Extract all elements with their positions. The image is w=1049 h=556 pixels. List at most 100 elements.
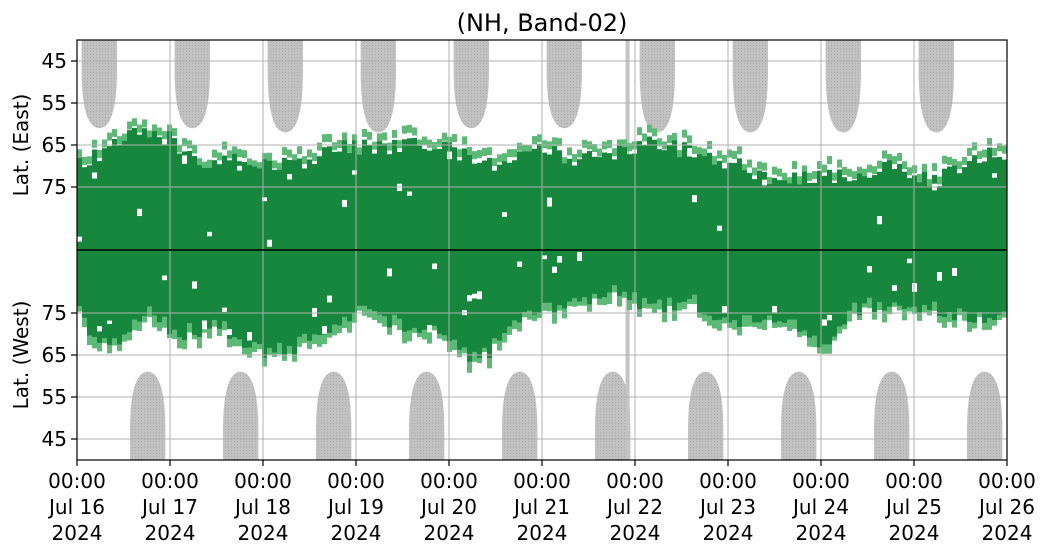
detection-column — [832, 182, 837, 337]
detection-gap — [877, 216, 882, 225]
detection-fringe — [997, 312, 1002, 321]
detection-column — [502, 161, 507, 333]
detection-fringe — [342, 314, 347, 328]
detection-fringe — [497, 338, 502, 351]
detection-fringe — [312, 332, 317, 345]
detection-fringe — [377, 312, 382, 324]
detection-fringe — [362, 128, 367, 137]
x-tick-label: Jul 21 — [512, 495, 570, 519]
detection-column — [367, 145, 372, 310]
detection-column — [102, 148, 107, 339]
x-tick-label: Jul 19 — [326, 495, 384, 519]
detection-fringe — [747, 313, 752, 327]
detection-column — [342, 140, 347, 317]
detection-fringe — [1002, 309, 1007, 318]
detection-fringe — [707, 313, 712, 326]
detection-gap — [247, 332, 252, 341]
detection-fringe — [757, 161, 762, 170]
detection-fringe — [417, 139, 422, 148]
detection-fringe — [337, 140, 342, 149]
detection-column — [677, 157, 682, 303]
detection-fringe — [747, 159, 752, 168]
detection-fringe — [517, 320, 522, 332]
detection-fringe — [712, 318, 717, 329]
detection-column — [762, 172, 767, 320]
detection-fringe — [362, 303, 367, 316]
detection-fringe — [702, 312, 707, 322]
detection-column — [232, 153, 237, 337]
detection-column — [917, 182, 922, 313]
detection-fringe — [477, 355, 482, 364]
detection-gap — [547, 197, 552, 207]
detection-column — [852, 180, 857, 303]
detection-fringe — [997, 143, 1002, 152]
detection-fringe — [327, 330, 332, 338]
detection-column — [797, 184, 802, 332]
detection-fringe — [592, 291, 597, 299]
detection-column — [217, 164, 222, 329]
detection-gap — [822, 319, 827, 326]
detection-fringe — [542, 300, 547, 311]
detection-column — [397, 151, 402, 319]
detection-fringe — [932, 163, 937, 172]
detection-fringe — [457, 149, 462, 158]
detection-column — [982, 161, 987, 323]
detection-fringe — [937, 313, 942, 323]
detection-fringe — [872, 309, 877, 320]
x-tick-label: 00:00 — [513, 469, 571, 493]
detection-fringe — [867, 164, 872, 173]
detection-column — [542, 152, 547, 303]
detection-fringe — [977, 310, 982, 317]
coverage-region-east — [546, 40, 582, 129]
detection-fringe — [442, 132, 447, 141]
detection-fringe — [282, 353, 287, 361]
detection-fringe — [992, 317, 997, 326]
detection-fringe — [102, 139, 107, 148]
y-tick-label-west: 65 — [42, 343, 67, 367]
detection-fringe — [277, 162, 282, 171]
detection-fringe — [642, 133, 647, 142]
detection-fringe — [587, 302, 592, 312]
detection-fringe — [882, 308, 887, 323]
detection-column — [492, 170, 497, 339]
detection-column — [347, 152, 352, 322]
detection-column — [987, 147, 992, 318]
detection-column — [162, 144, 167, 317]
detection-fringe — [442, 333, 447, 341]
coverage-region-east — [453, 40, 489, 129]
detection-fringe — [247, 345, 252, 358]
detection-gap — [892, 285, 897, 291]
detection-fringe — [667, 135, 672, 144]
detection-fringe — [232, 334, 237, 347]
detection-fringe — [347, 143, 352, 152]
detection-fringe — [967, 147, 972, 156]
detection-fringe — [322, 332, 327, 345]
detection-column — [357, 154, 362, 306]
detection-fringe — [892, 300, 897, 307]
detection-gap — [762, 179, 767, 186]
detection-gap — [342, 199, 347, 208]
detection-fringe — [722, 315, 727, 324]
detection-fringe — [662, 310, 667, 323]
detection-fringe — [267, 345, 272, 356]
detection-fringe — [617, 293, 622, 307]
detection-gap — [717, 225, 722, 231]
x-tick-label: Jul 22 — [605, 495, 663, 519]
detection-fringe — [92, 139, 97, 148]
detection-fringe — [147, 130, 152, 139]
detection-column — [122, 140, 127, 335]
detection-column — [872, 175, 877, 312]
detection-fringe — [807, 172, 812, 181]
detection-gap — [137, 208, 142, 217]
detection-fringe — [887, 153, 892, 162]
detection-fringe — [147, 304, 152, 317]
detection-column — [807, 183, 812, 338]
detection-fringe — [207, 159, 212, 168]
detection-gap — [517, 261, 522, 267]
detection-fringe — [597, 148, 602, 157]
detection-fringe — [787, 177, 792, 186]
detection-column — [282, 157, 287, 356]
detection-fringe — [577, 149, 582, 158]
detection-fringe — [947, 156, 952, 165]
detection-column — [382, 143, 387, 317]
